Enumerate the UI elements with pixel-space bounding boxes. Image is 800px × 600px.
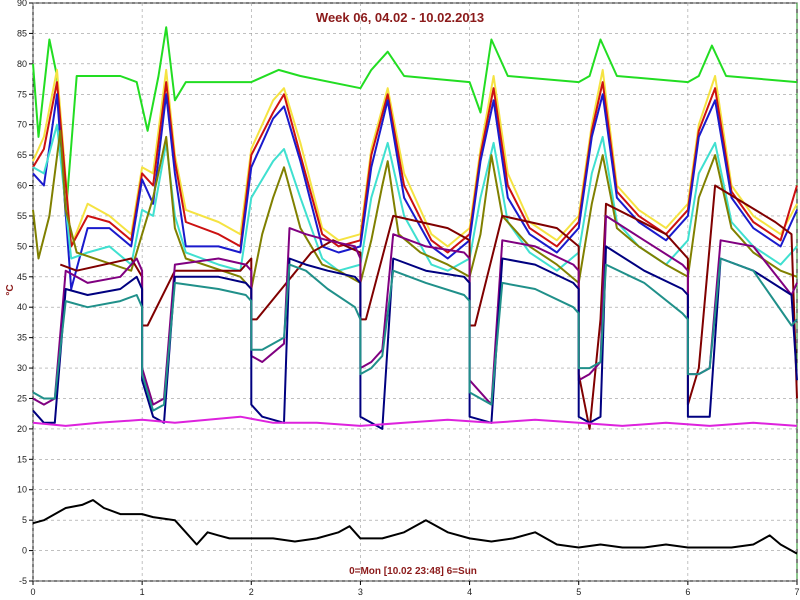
x-tick-label: 3	[358, 587, 363, 597]
y-tick-label: 15	[17, 454, 27, 464]
y-tick-label: 80	[17, 59, 27, 69]
chart-title: Week 06, 04.02 - 10.02.2013	[316, 10, 484, 25]
x-tick-label: 1	[140, 587, 145, 597]
y-tick-label: 60	[17, 181, 27, 191]
y-tick-label: 20	[17, 424, 27, 434]
y-tick-label: 50	[17, 241, 27, 251]
x-axis-ticks: 0 1 2 3 4 5 6 7	[30, 581, 800, 597]
series-line-8	[32, 245, 798, 430]
y-axis-ticks: -5 0 5 10 15 20 25 30 35 40 45 50 55 60 65 70 75 80 85 90	[17, 0, 33, 586]
series-line-2	[32, 81, 798, 254]
x-tick-label: 4	[467, 587, 472, 597]
series-line-1	[32, 68, 798, 248]
y-axis-label: °C	[5, 284, 16, 295]
y-tick-label: 35	[17, 333, 27, 343]
y-tick-label: 45	[17, 272, 27, 282]
y-tick-label: -5	[19, 576, 27, 586]
y-tick-label: 90	[17, 0, 27, 8]
y-tick-label: 0	[22, 546, 27, 556]
series-line-9	[32, 257, 798, 412]
series-line-10	[32, 415, 798, 427]
y-tick-label: 70	[17, 120, 27, 130]
y-tick-label: 75	[17, 89, 27, 99]
series-line-11	[32, 499, 798, 555]
series-line-7	[32, 214, 798, 406]
y-tick-label: 55	[17, 211, 27, 221]
y-tick-label: 65	[17, 150, 27, 160]
plot-frame	[32, 2, 798, 582]
y-tick-label: 5	[22, 515, 27, 525]
y-tick-label: 10	[17, 485, 27, 495]
x-tick-label: 0	[30, 587, 35, 597]
x-tick-label: 7	[794, 587, 799, 597]
y-tick-label: 85	[17, 28, 27, 38]
series-line-3	[32, 93, 798, 290]
x-tick-label: 5	[576, 587, 581, 597]
series-line-5	[32, 129, 798, 290]
series-group	[32, 26, 798, 555]
series-line-0	[32, 26, 798, 217]
y-tick-label: 30	[17, 363, 27, 373]
x-tick-label: 2	[249, 587, 254, 597]
chart-footer: 0=Mon [10.02 23:48] 6=Sun	[349, 566, 477, 577]
y-tick-label: 40	[17, 302, 27, 312]
x-tick-label: 6	[685, 587, 690, 597]
y-tick-label: 25	[17, 393, 27, 403]
